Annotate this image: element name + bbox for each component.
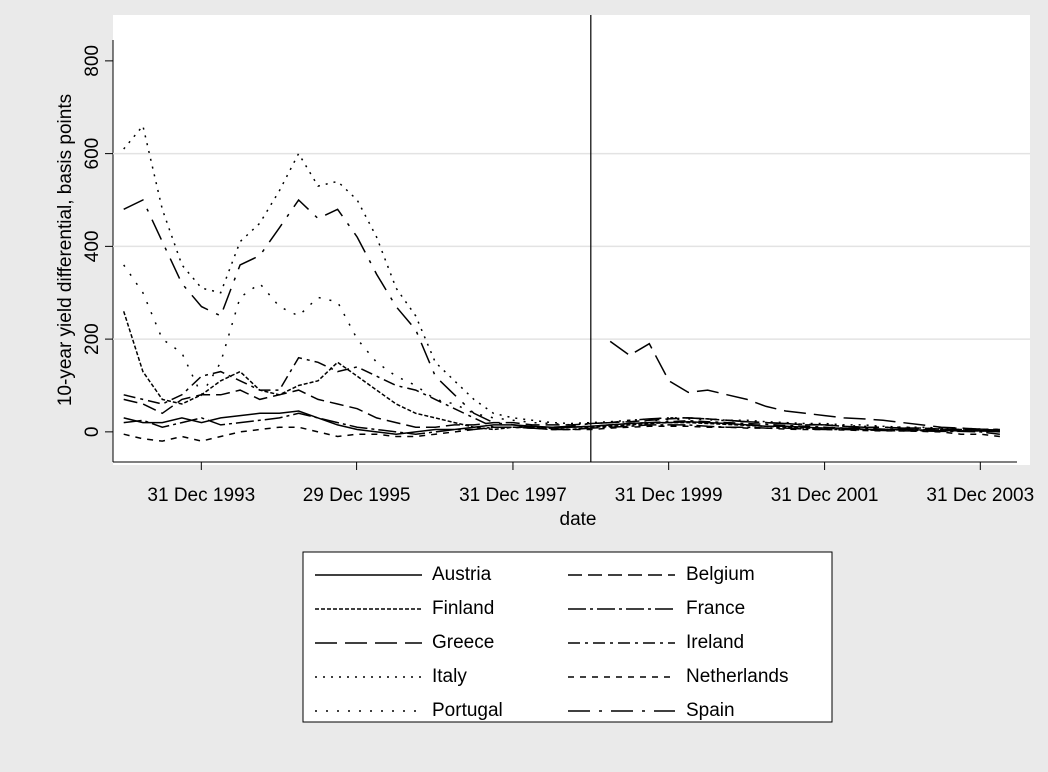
x-tick-label: 31 Dec 2003 [926, 485, 1034, 506]
y-tick-label: 600 [82, 138, 103, 170]
legend-label: Finland [432, 598, 494, 619]
series-line [609, 340, 1000, 431]
x-tick-label: 31 Dec 1993 [147, 485, 255, 506]
y-tick-label: 400 [82, 231, 103, 263]
legend-label: France [686, 598, 745, 619]
x-axis-title: date [560, 509, 597, 530]
series-line [123, 264, 1000, 431]
plot-area [113, 15, 1030, 465]
x-tick-label: 29 Dec 1995 [303, 485, 411, 506]
legend-label: Belgium [686, 564, 755, 585]
legend [302, 551, 833, 723]
legend-label: Italy [432, 666, 467, 687]
series-line [123, 389, 1000, 432]
x-tick-label: 31 Dec 1997 [459, 485, 567, 506]
y-tick-label: 800 [82, 45, 103, 77]
y-tick-label: 200 [82, 323, 103, 355]
legend-label: Greece [432, 632, 494, 653]
x-tick-label: 31 Dec 1999 [615, 485, 723, 506]
series-line [123, 356, 1000, 432]
legend-label: Austria [432, 564, 492, 585]
series-line [123, 198, 1000, 431]
y-axis-title: 10-year yield differential, basis points [55, 94, 76, 406]
x-tick-label: 31 Dec 2001 [771, 485, 879, 506]
legend-label: Ireland [686, 632, 744, 653]
y-tick-label: 0 [82, 427, 103, 438]
legend-label: Portugal [432, 700, 503, 721]
series-line [123, 425, 1000, 442]
legend-label: Netherlands [686, 666, 788, 687]
legend-label: Spain [686, 700, 735, 721]
